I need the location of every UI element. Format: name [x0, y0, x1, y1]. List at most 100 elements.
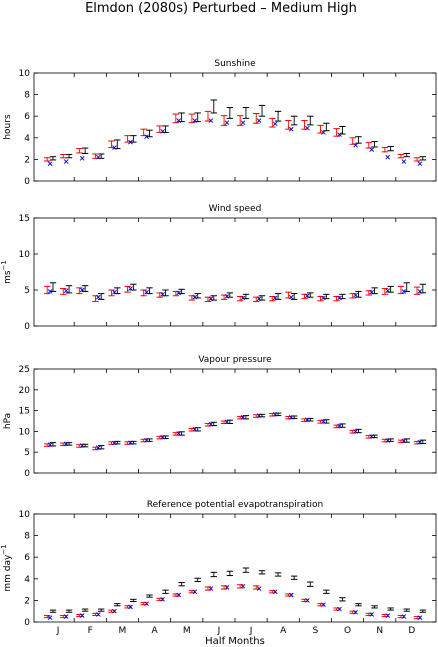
- x-marker: [240, 120, 246, 125]
- error-bar: [333, 295, 340, 302]
- error-bar: [60, 154, 67, 159]
- x-marker-stroke-b: [417, 439, 423, 445]
- x-marker-stroke-b: [208, 296, 214, 301]
- y-tick-label: 0: [24, 469, 30, 479]
- y-tick-label: 2: [24, 155, 30, 165]
- x-marker: [192, 589, 198, 595]
- x-marker: [385, 154, 391, 160]
- y-tick-label: 20: [19, 386, 31, 396]
- error-bar: [419, 156, 427, 161]
- x-marker-stroke-b: [240, 414, 246, 420]
- x-marker-stroke-b: [208, 118, 214, 123]
- x-marker: [96, 154, 101, 160]
- x-marker: [144, 601, 149, 606]
- x-marker: [401, 289, 407, 294]
- x-marker-stroke-b: [63, 441, 69, 447]
- x-marker-stroke-b: [192, 118, 198, 123]
- error-bar: [253, 296, 260, 303]
- x-marker: [353, 609, 358, 615]
- x-marker: [176, 118, 182, 123]
- x-marker: [176, 290, 182, 296]
- figure-title: Elmdon (2080s) Perturbed – Medium High: [85, 1, 357, 16]
- error-bar: [290, 575, 298, 580]
- x-marker: [385, 613, 391, 618]
- y-tick-label: 8: [24, 91, 30, 101]
- x-marker-stroke-b: [128, 604, 133, 610]
- error-bar: [76, 148, 83, 154]
- error-bar: [76, 287, 83, 295]
- x-marker-stroke-b: [256, 296, 262, 301]
- error-bar: [323, 419, 330, 424]
- error-bar: [210, 99, 217, 114]
- x-marker: [369, 434, 374, 439]
- x-marker: [272, 412, 278, 417]
- x-marker: [128, 286, 133, 291]
- y-tick-label: 5: [24, 286, 30, 296]
- x-marker: [337, 606, 342, 612]
- x-marker: [417, 615, 423, 620]
- x-marker: [208, 296, 214, 301]
- error-bar: [188, 113, 196, 124]
- x-marker: [160, 434, 165, 440]
- x-marker: [208, 118, 214, 123]
- x-marker-stroke-b: [288, 592, 294, 598]
- error-bar: [140, 128, 147, 137]
- x-marker: [144, 289, 149, 295]
- error-bar: [140, 289, 147, 297]
- x-marker-stroke-b: [79, 156, 85, 161]
- error-bar: [236, 115, 244, 126]
- error-bar: [43, 615, 51, 619]
- x-marker-stroke-b: [96, 612, 101, 617]
- error-bar: [194, 427, 201, 432]
- error-bar: [387, 607, 394, 611]
- error-bar: [43, 285, 51, 295]
- x-marker-stroke-b: [385, 288, 391, 294]
- x-marker-stroke-b: [305, 125, 310, 131]
- error-bar: [290, 293, 298, 300]
- x-marker-stroke-b: [337, 606, 342, 612]
- x-marker-stroke-b: [272, 589, 278, 595]
- error-bar: [178, 582, 185, 587]
- x-marker: [305, 598, 310, 603]
- error-bar: [236, 295, 244, 302]
- x-marker-stroke-b: [112, 145, 117, 150]
- error-bar: [339, 125, 346, 135]
- error-bar: [194, 577, 201, 582]
- x-marker-stroke-b: [176, 592, 182, 598]
- error-bar: [387, 145, 394, 152]
- plot-frame: [33, 217, 437, 327]
- x-marker: [96, 612, 101, 617]
- error-bar: [290, 115, 298, 126]
- x-marker: [321, 419, 326, 424]
- error-bar: [333, 128, 340, 137]
- panel-4: Reference potential evapotranspiration 0 2…: [0, 500, 437, 636]
- y-axis-label: mm day−1: [0, 544, 13, 591]
- error-bar: [220, 294, 228, 300]
- month-label: O: [344, 626, 351, 636]
- x-marker: [256, 118, 262, 123]
- x-marker: [401, 438, 407, 444]
- error-bar: [188, 295, 196, 301]
- error-bar: [307, 292, 314, 298]
- x-marker-stroke-b: [79, 443, 85, 448]
- x-marker: [63, 614, 69, 619]
- x-marker-stroke-b: [417, 615, 423, 620]
- error-bar: [253, 113, 260, 124]
- x-marker-stroke-b: [369, 612, 374, 617]
- x-marker: [144, 134, 149, 140]
- x-marker-stroke-b: [112, 289, 117, 295]
- x-marker: [369, 612, 374, 617]
- error-bar: [210, 571, 217, 578]
- month-label: N: [376, 626, 383, 636]
- x-marker-stroke-b: [128, 139, 133, 145]
- error-bar: [258, 570, 266, 575]
- x-marker-stroke-b: [305, 293, 310, 299]
- error-bar: [43, 157, 51, 162]
- x-marker-stroke-b: [176, 431, 182, 436]
- series-2: [43, 285, 421, 303]
- error-bar: [65, 285, 73, 294]
- x-marker-stroke-b: [224, 120, 230, 125]
- x-marker-stroke-b: [240, 584, 246, 589]
- x-marker: [369, 289, 374, 295]
- month-label: F: [88, 626, 93, 636]
